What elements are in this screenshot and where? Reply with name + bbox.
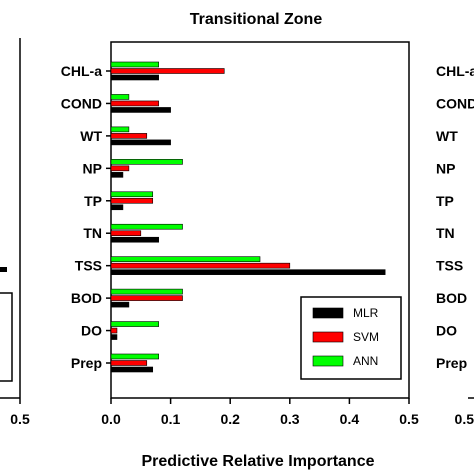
bar-tss-mlr	[110, 269, 386, 275]
ytick-label-bod: BOD	[71, 290, 102, 306]
right-panel-ytick-label-prep: Prep	[436, 355, 467, 371]
bar-np-ann	[110, 159, 183, 165]
plot-frame	[110, 41, 410, 399]
legend: MLR SVM ANN	[300, 296, 402, 380]
ytick-label-chl-a: CHL-a	[61, 63, 102, 79]
right-panel-ytick-label-tss: TSS	[436, 258, 463, 274]
right-panel-ytick-label-cond: COND	[436, 95, 474, 111]
legend-swatch-svm	[312, 331, 344, 343]
ytick-label-tss: TSS	[75, 258, 102, 274]
bar-wt-ann	[110, 126, 130, 133]
bar-do-mlr	[110, 334, 118, 340]
bar-wt-svm	[110, 133, 148, 139]
bar-wt-mlr	[110, 139, 171, 146]
ytick-label-cond: COND	[61, 95, 102, 111]
xtick-label-0-4: 0.4	[340, 411, 360, 427]
bar-tn-ann	[110, 223, 183, 230]
right-panel-ytick-label-do: DO	[436, 323, 457, 339]
ytick-label-tp: TP	[84, 193, 102, 209]
right-panel-xtick-label: 0.5	[455, 411, 474, 427]
right-panel-fragment: CHL-a COND WT NP TP TN TSS BOD DO Prep 0.5	[436, 63, 474, 427]
bar-chl-a-svm	[110, 68, 225, 74]
plot-area	[110, 41, 410, 399]
left-panel-fragment: 0.5	[0, 38, 30, 427]
bar-cond-ann	[110, 94, 130, 100]
xtick-label-0-0: 0.0	[101, 411, 121, 427]
right-panel-ytick-label-tp: TP	[436, 193, 454, 209]
bar-prep-svm	[110, 360, 148, 366]
bar-tn-mlr	[110, 236, 159, 243]
bar-tn-svm	[110, 230, 142, 237]
ytick-label-prep: Prep	[71, 355, 102, 371]
bar-chl-a-ann	[110, 61, 159, 68]
bar-tss-svm	[110, 262, 291, 269]
right-panel-ytick-label-bod: BOD	[436, 290, 467, 306]
ytick-label-do: DO	[81, 323, 102, 339]
chart-title: Transitional Zone	[190, 11, 323, 28]
x-axis-label: Predictive Relative Importance	[142, 453, 375, 470]
x-axis-ticks: 0.0 0.1 0.2 0.3 0.4 0.5	[101, 398, 419, 427]
bar-bod-mlr	[110, 301, 130, 308]
left-panel-bar-mlr	[0, 267, 7, 272]
left-panel-legend-box	[0, 292, 13, 382]
bar-do-ann	[110, 321, 159, 327]
bar-bod-svm	[110, 295, 183, 301]
bar-bod-ann	[110, 288, 183, 295]
xtick-label-0-1: 0.1	[161, 411, 181, 427]
legend-label-ann: ANN	[353, 354, 378, 368]
legend-label-svm: SVM	[353, 330, 379, 344]
right-panel-ytick-label-wt: WT	[436, 128, 458, 144]
y-axis-ticks: CHL-a COND WT NP TP TN TSS BOD DO Prep	[61, 63, 111, 371]
legend-label-mlr: MLR	[353, 306, 379, 320]
bar-cond-mlr	[110, 107, 171, 113]
bar-tp-ann	[110, 191, 154, 198]
bar-cond-svm	[110, 100, 159, 107]
right-panel-ytick-label-tn: TN	[436, 225, 455, 241]
xtick-label-0-3: 0.3	[280, 411, 300, 427]
legend-swatch-mlr	[312, 307, 344, 319]
xtick-label-0-5: 0.5	[399, 411, 419, 427]
ytick-label-tn: TN	[83, 225, 102, 241]
right-panel-ytick-label-chl-a: CHL-a	[436, 63, 474, 79]
bar-do-svm	[110, 327, 118, 334]
ytick-label-np: NP	[83, 160, 102, 176]
bar-np-svm	[110, 165, 130, 172]
ytick-label-wt: WT	[80, 128, 102, 144]
bar-tp-mlr	[110, 204, 124, 211]
bar-np-mlr	[110, 172, 124, 178]
bar-tss-ann	[110, 256, 261, 262]
legend-swatch-ann	[312, 355, 344, 367]
bar-tp-svm	[110, 197, 154, 204]
bar-chl-a-mlr	[110, 74, 159, 81]
left-panel-xtick-label: 0.5	[10, 411, 30, 427]
xtick-label-0-2: 0.2	[220, 411, 240, 427]
bar-prep-ann	[110, 353, 159, 360]
right-panel-ytick-label-np: NP	[436, 160, 455, 176]
bar-prep-mlr	[110, 366, 154, 373]
